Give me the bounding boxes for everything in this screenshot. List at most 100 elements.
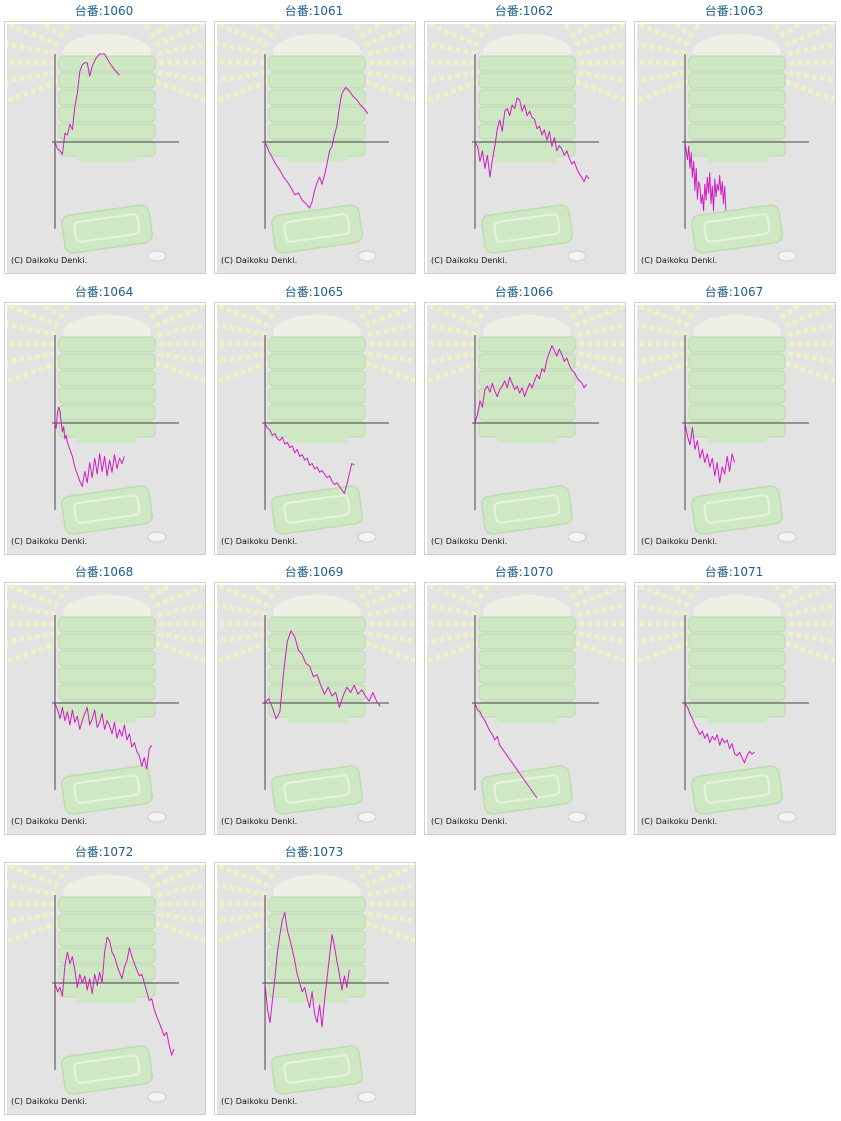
coin-icon [777, 531, 797, 543]
coin-tray [688, 72, 786, 89]
copyright-text: (C) Daikoku Denki. [431, 256, 508, 265]
chart-title[interactable]: 台番:1069 [284, 565, 344, 579]
tray-base [707, 433, 767, 443]
bottom-tray-inner [493, 774, 561, 804]
coin-icon [567, 250, 587, 262]
chart-panel: 台番:1061 (C) Daikoku Denki. [212, 1, 416, 277]
sun-ray [364, 24, 415, 47]
coin-tray [688, 55, 786, 72]
bottom-tray-inner [703, 213, 771, 243]
copyright-text: (C) Daikoku Denki. [11, 256, 88, 265]
chart-title[interactable]: 台番:1071 [704, 565, 764, 579]
coin-tray [688, 336, 786, 353]
sun-ray [217, 24, 270, 47]
sun-ray [157, 322, 205, 338]
sun-ray [637, 360, 689, 385]
sun-ray [7, 340, 56, 347]
coin-tray [58, 353, 156, 370]
coin-tray [688, 616, 786, 633]
sun-ray [217, 920, 269, 945]
sun-ray [7, 620, 56, 627]
coin-tray [268, 72, 366, 89]
coin-tray [58, 370, 156, 387]
coin-icon [357, 811, 377, 823]
coin-tray [688, 370, 786, 387]
coin-tray [688, 633, 786, 650]
chart-frame: (C) Daikoku Denki. [4, 862, 206, 1115]
coin-tray [268, 684, 366, 701]
series-line [684, 141, 727, 212]
coin-tray [478, 123, 576, 140]
sun-ray [669, 585, 695, 600]
background-watermark [7, 865, 205, 1114]
sun-ray [217, 640, 269, 665]
coin-tray [688, 684, 786, 701]
coin-icon [567, 811, 587, 823]
chart-title[interactable]: 台番:1072 [74, 845, 134, 859]
sun-ray [427, 360, 479, 385]
sun-ray [149, 24, 175, 39]
coin-tray [268, 930, 366, 947]
chart-panel: 台番:1070 (C) Daikoku Denki. [422, 562, 626, 838]
chart-title[interactable]: 台番:1066 [494, 285, 554, 299]
sun-ray [779, 24, 805, 39]
sun-ray [217, 585, 270, 608]
bottom-tray-inner [493, 494, 561, 524]
coin-tray [268, 896, 366, 913]
sun-ray [7, 640, 59, 665]
chart-frame: (C) Daikoku Denki. [214, 862, 416, 1115]
sun-ray [637, 322, 687, 338]
chart-panel: 台番:1068 (C) Daikoku Denki. [2, 562, 206, 838]
sun-ray [784, 305, 835, 328]
sun-ray [39, 585, 65, 600]
chart-title[interactable]: 台番:1065 [284, 285, 344, 299]
sun-ray [785, 640, 835, 664]
sun-ray [637, 631, 687, 645]
chart-title[interactable]: 台番:1067 [704, 285, 764, 299]
sun-ray [459, 585, 485, 600]
sun-ray [427, 305, 480, 328]
background-watermark [637, 585, 835, 834]
sun-ray [779, 585, 805, 600]
chart-frame: (C) Daikoku Denki. [424, 302, 626, 555]
chart-panel: 台番:1063 (C) Daikoku Denki. [632, 1, 836, 277]
chart-frame: (C) Daikoku Denki. [634, 302, 836, 555]
chart-svg [427, 305, 625, 554]
sun-ray [149, 865, 175, 880]
tray-base [707, 713, 767, 723]
chart-svg [217, 585, 415, 834]
sun-ray [365, 79, 415, 103]
sun-ray [7, 305, 60, 328]
sun-ray [669, 24, 695, 39]
coin-tray [478, 55, 576, 72]
sun-ray [158, 59, 205, 66]
chart-title[interactable]: 台番:1070 [494, 565, 554, 579]
sun-ray [149, 305, 175, 320]
chart-title[interactable]: 台番:1061 [284, 4, 344, 18]
tray-base [707, 152, 767, 162]
coin-tray [268, 89, 366, 106]
sun-ray [364, 305, 415, 328]
sun-ray [7, 79, 59, 104]
coin-tray [268, 913, 366, 930]
sun-ray [154, 24, 205, 47]
chart-title[interactable]: 台番:1073 [284, 845, 344, 859]
tray-base [287, 152, 347, 162]
coin-tray [478, 89, 576, 106]
coin-icon [147, 811, 167, 823]
chart-title[interactable]: 台番:1063 [704, 4, 764, 18]
chart-title[interactable]: 台番:1068 [74, 565, 134, 579]
coin-tray [58, 89, 156, 106]
bottom-tray-inner [703, 774, 771, 804]
chart-title[interactable]: 台番:1064 [74, 285, 134, 299]
sun-ray [157, 70, 205, 83]
sun-ray [359, 24, 385, 39]
chart-title[interactable]: 台番:1062 [494, 4, 554, 18]
chart-title[interactable]: 台番:1060 [74, 4, 134, 18]
sun-ray [7, 865, 60, 888]
copyright-text: (C) Daikoku Denki. [221, 537, 298, 546]
sun-ray [577, 631, 625, 644]
sun-ray [637, 59, 686, 66]
sun-ray [368, 340, 415, 347]
sun-ray [7, 631, 57, 645]
